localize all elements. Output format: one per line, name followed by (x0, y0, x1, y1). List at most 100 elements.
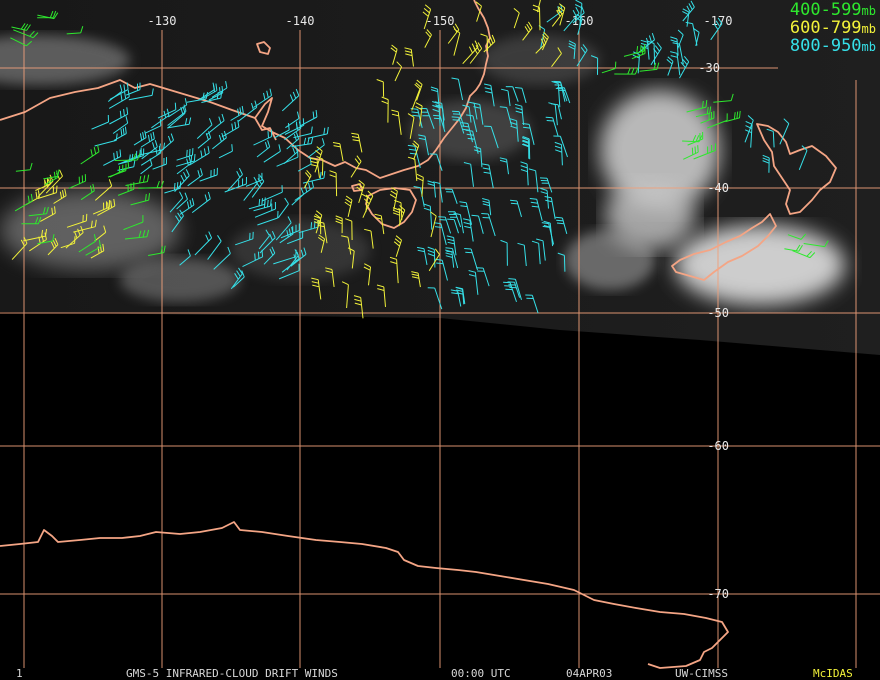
pressure-level-legend: 400-599mb 600-799mb 800-950mb (790, 2, 876, 56)
wind-barb (707, 113, 728, 129)
wind-barb (447, 218, 459, 234)
antarctica-coast (0, 521, 729, 669)
wind-barb (411, 83, 421, 111)
wind-barb (453, 212, 464, 234)
wind-barb (11, 23, 31, 31)
wind-barb (224, 176, 247, 193)
coastlines (0, 0, 837, 669)
wind-barb (47, 237, 59, 256)
wind-barb (679, 55, 690, 79)
wind-barb (517, 242, 527, 267)
wind-barb (133, 130, 147, 146)
legend-entry-400-599: 400-599mb (790, 2, 876, 20)
wind-barb (344, 195, 353, 218)
wind-barb (124, 229, 150, 240)
wind-barb (682, 8, 690, 27)
legend-unit: mb (861, 4, 876, 18)
wind-barb (66, 213, 88, 228)
wind-barb (545, 116, 559, 137)
wind-barb (302, 171, 326, 184)
wind-barb (253, 129, 273, 146)
wind-barb (430, 211, 437, 238)
wind-barb (284, 118, 305, 135)
wind-barb (535, 36, 547, 54)
wind-barb (515, 87, 527, 104)
wind-barb (237, 100, 258, 123)
wind-barb (187, 168, 203, 187)
wind-barb (242, 249, 264, 268)
wind-barb (693, 143, 716, 160)
wind-barb (176, 192, 188, 210)
lat-label: -40 (707, 181, 729, 195)
legend-range: 400-599 (789, 0, 862, 20)
wind-barb (232, 270, 245, 288)
wind-barb (762, 154, 770, 173)
wind-barb (548, 102, 558, 126)
wind-barb (461, 122, 473, 143)
wind-barb (311, 277, 322, 300)
wind-barb (803, 240, 829, 248)
product-name: GMS-5 INFRARED-CLOUD DRIFT WINDS (126, 667, 338, 680)
wind-barb (407, 144, 421, 169)
wind-barb (257, 210, 279, 226)
wind-barb (614, 67, 639, 75)
cloud-scatter-3 (480, 35, 600, 85)
lon-label: -170 (704, 14, 733, 28)
wind-barb (175, 154, 196, 167)
wind-barb (481, 163, 494, 189)
cloud-swirl (565, 230, 655, 290)
wind-barb (176, 156, 192, 175)
wind-barb (211, 81, 228, 98)
wind-barb (429, 153, 443, 171)
wind-barb (78, 234, 97, 253)
cloud-band-west (0, 190, 180, 270)
wind-barb (374, 213, 385, 235)
wind-barb (500, 88, 511, 107)
wind-barb (483, 34, 496, 53)
wind-barb (167, 117, 192, 129)
wind-barb (376, 79, 385, 97)
wind-barb (317, 234, 326, 253)
wind-barb (525, 294, 539, 314)
wind-barb (424, 29, 432, 48)
newzealand-south-island (671, 213, 777, 281)
wind-barb (176, 148, 194, 161)
wind-barb (186, 91, 209, 103)
wind-barb (392, 207, 401, 225)
wind-barb (157, 133, 174, 154)
wind-barb (227, 167, 243, 192)
lon-label: -150 (426, 14, 455, 28)
wind-barb (90, 243, 105, 259)
wind-barb (285, 111, 300, 129)
wind-barb (125, 174, 150, 186)
wind-barb (551, 80, 561, 108)
wind-barb (205, 113, 225, 136)
wind-barb (412, 140, 420, 160)
wind-barb (341, 235, 352, 255)
wind-barb (202, 83, 218, 99)
wind-barb (509, 118, 519, 142)
wind-barb (650, 42, 662, 66)
wind-barb (438, 216, 452, 234)
wind-barb (536, 238, 546, 261)
wind-barb (410, 108, 423, 129)
wind-barb (107, 84, 123, 102)
wind-barb (60, 236, 76, 249)
wind-barb (14, 193, 33, 212)
wind-barb (329, 170, 338, 197)
wind-barb (508, 278, 522, 300)
wind-barb (433, 222, 447, 246)
wind-barb (360, 193, 368, 213)
wind-barb (710, 17, 723, 41)
wind-barb (294, 180, 314, 201)
wind-barb (199, 167, 218, 182)
legend-range: 600-799 (789, 18, 862, 38)
wind-barb (670, 51, 681, 76)
wind-barb (445, 188, 458, 204)
wind-barb (543, 220, 554, 247)
wind-barb (335, 215, 343, 234)
wind-barb (80, 144, 100, 165)
wind-barb (174, 169, 190, 192)
wind-barb (130, 193, 150, 206)
lon-label: -160 (565, 14, 594, 28)
